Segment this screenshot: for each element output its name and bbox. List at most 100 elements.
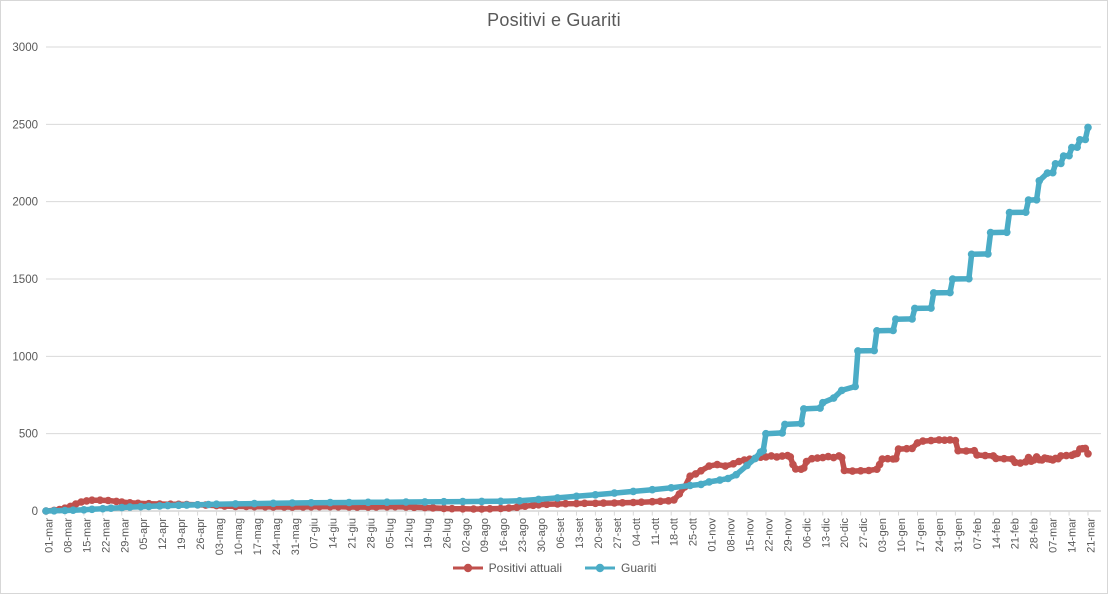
- series-marker-1: [231, 500, 240, 508]
- series-marker-0: [951, 436, 960, 445]
- x-tick-label-21-mar: 21-mar: [1086, 518, 1098, 553]
- x-tick-label-20-dic: 20-dic: [839, 518, 851, 548]
- series-marker-0: [840, 466, 849, 475]
- series-marker-0: [935, 436, 943, 444]
- series-marker-0: [599, 499, 608, 507]
- series-marker-1: [553, 494, 562, 502]
- series-marker-1: [854, 347, 862, 355]
- x-tick-label-10-gen: 10-gen: [896, 518, 908, 552]
- series-marker-1: [69, 506, 77, 514]
- series-marker-1: [421, 498, 429, 506]
- series-marker-1: [946, 288, 954, 297]
- x-tick-label-29-mar: 29-mar: [119, 518, 131, 553]
- series-marker-1: [762, 429, 770, 438]
- series-marker-0: [88, 496, 96, 505]
- series-marker-1: [1049, 168, 1057, 177]
- x-tick-label-05-apr: 05-apr: [138, 518, 150, 550]
- series-marker-0: [902, 444, 911, 453]
- series-line-1: [43, 124, 1091, 514]
- series-marker-0: [521, 502, 529, 511]
- series-marker-1: [534, 495, 543, 504]
- x-tick-label-25-ott: 25-ott: [688, 518, 700, 546]
- x-tick-label-06-set: 06-set: [555, 518, 567, 549]
- x-tick-label-28-giu: 28-giu: [366, 518, 378, 549]
- x-tick-label-14-mar: 14-mar: [1067, 518, 1079, 553]
- x-tick-label-07-mar: 07-mar: [1048, 518, 1060, 553]
- series-marker-0: [856, 467, 865, 475]
- series-marker-1: [496, 497, 505, 506]
- x-tick-label-08-nov: 08-nov: [726, 518, 738, 552]
- x-tick-label-04-ott: 04-ott: [631, 518, 643, 546]
- series-marker-1: [751, 454, 759, 463]
- series-marker-1: [965, 274, 973, 283]
- series-marker-1: [212, 500, 221, 509]
- series-marker-1: [99, 504, 107, 513]
- series-marker-1: [383, 498, 391, 507]
- series-marker-1: [911, 304, 919, 313]
- series-marker-0: [629, 498, 638, 507]
- x-tick-label-13-dic: 13-dic: [820, 518, 832, 548]
- series-marker-1: [929, 289, 938, 297]
- series-marker-0: [410, 503, 418, 512]
- x-tick-label-02-ago: 02-ago: [460, 518, 472, 552]
- series-marker-0: [927, 436, 935, 445]
- series-marker-1: [364, 498, 372, 507]
- x-tick-label-12-apr: 12-apr: [157, 518, 169, 550]
- series-marker-0: [705, 462, 713, 470]
- series-marker-0: [648, 497, 657, 506]
- series-marker-0: [637, 498, 646, 507]
- series-marker-0: [561, 499, 570, 508]
- series-marker-1: [107, 504, 115, 512]
- x-tick-label-16-ago: 16-ago: [498, 518, 510, 552]
- series-marker-0: [791, 465, 800, 473]
- series-marker-1: [1068, 143, 1076, 152]
- series-marker-1: [182, 501, 191, 509]
- series-marker-1: [1024, 196, 1033, 204]
- series-marker-0: [448, 504, 456, 513]
- series-marker-1: [732, 470, 740, 479]
- x-tick-label-26-apr: 26-apr: [195, 518, 207, 550]
- series-marker-1: [572, 492, 581, 501]
- series-marker-0: [372, 503, 381, 511]
- x-tick-label-31-gen: 31-gen: [953, 518, 965, 552]
- series-marker-0: [534, 501, 543, 509]
- series-marker-1: [1081, 135, 1090, 144]
- x-tick-label-17-mag: 17-mag: [252, 518, 264, 555]
- series-marker-0: [721, 462, 730, 470]
- series-marker-0: [513, 503, 521, 512]
- x-tick-label-19-lug: 19-lug: [422, 518, 434, 549]
- x-tick-label-24-mag: 24-mag: [271, 518, 283, 555]
- series-marker-1: [829, 394, 838, 402]
- series-marker-1: [800, 405, 808, 413]
- series-marker-1: [155, 502, 164, 510]
- x-tick-label-29-nov: 29-nov: [782, 518, 794, 552]
- series-marker-0: [848, 467, 857, 475]
- series-marker-0: [1062, 451, 1071, 460]
- series-marker-0: [1084, 450, 1092, 458]
- series-marker-1: [889, 326, 897, 335]
- x-tick-label-27-set: 27-set: [612, 518, 624, 549]
- series-marker-1: [50, 507, 58, 515]
- series-marker-0: [992, 454, 1000, 463]
- series-marker-1: [1057, 159, 1065, 168]
- series-marker-1: [80, 506, 88, 514]
- series-marker-0: [96, 496, 104, 505]
- x-tick-label-09-ago: 09-ago: [479, 518, 491, 552]
- x-tick-label-27-dic: 27-dic: [858, 518, 870, 548]
- series-marker-0: [118, 498, 126, 506]
- x-tick-label-28-feb: 28-feb: [1029, 518, 1041, 549]
- series-marker-0: [1057, 452, 1065, 460]
- series-marker-1: [459, 497, 467, 506]
- series-marker-0: [954, 446, 962, 455]
- series-marker-0: [892, 454, 900, 463]
- series-marker-0: [670, 496, 678, 504]
- y-tick-label-1500: 1500: [12, 274, 38, 286]
- series-marker-1: [724, 474, 732, 483]
- series-marker-0: [808, 454, 816, 463]
- series-marker-0: [800, 464, 808, 472]
- series-marker-1: [873, 327, 881, 335]
- x-tick-label-26-lug: 26-lug: [441, 518, 453, 549]
- series-marker-1: [136, 502, 145, 511]
- x-tick-label-23-ago: 23-ago: [517, 518, 529, 552]
